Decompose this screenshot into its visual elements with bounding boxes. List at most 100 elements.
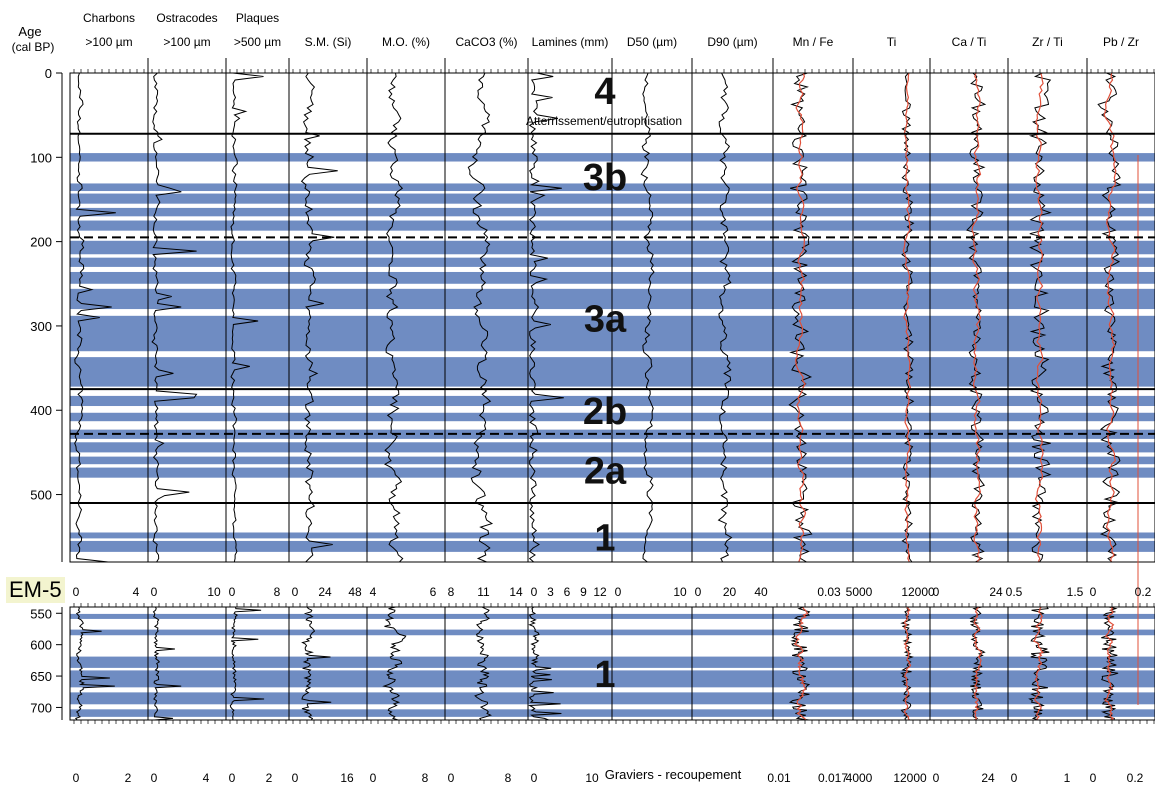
zone-label: 4 (594, 71, 615, 113)
curve-11 (966, 72, 987, 563)
column-header-line2: Lamines (mm) (532, 35, 609, 49)
zone-label: 2a (584, 450, 627, 492)
smooth-curve-9 (795, 72, 807, 563)
upper-tick-label: 4 (370, 585, 377, 599)
upper-tick-label: 24 (989, 585, 1003, 599)
upper-tick-label: 0 (1090, 585, 1097, 599)
smooth-curve-13 (1104, 606, 1115, 721)
bottom-note: Graviers - recoupement (605, 767, 742, 782)
smooth-curve-11 (971, 72, 982, 563)
upper-tick-label: 24 (318, 585, 332, 599)
column-header-line2: Mn / Fe (793, 35, 834, 49)
lower-tick-label: 0 (73, 771, 80, 785)
upper-tick-label: 10 (673, 585, 687, 599)
curve-4 (382, 606, 407, 721)
column-header-line2: Pb / Zr (1103, 35, 1139, 49)
smooth-curve-13 (1103, 72, 1117, 563)
smooth-curve-11 (973, 606, 983, 721)
smooth-curve-10 (902, 72, 912, 563)
upper-tick-label: 0 (151, 585, 158, 599)
column-headers: Charbons >100 µm Ostracodes >100 µm Plaques >… (83, 11, 1139, 49)
lower-tick-label: 24 (981, 771, 995, 785)
curve-6 (528, 72, 564, 563)
zone-label: 3b (583, 157, 627, 199)
curve-13 (1101, 606, 1119, 721)
curve-1 (151, 72, 198, 563)
zone-label: 1 (594, 518, 615, 560)
upper-tick-label: 48 (348, 585, 362, 599)
lower-tick-label: 4000 (846, 771, 873, 785)
upper-tick-label: 0.2 (1135, 585, 1152, 599)
curve-6 (527, 606, 562, 721)
upper-tick-label: 5000 (846, 585, 873, 599)
upper-tick-label: 40 (754, 585, 768, 599)
smooth-curve-10 (903, 606, 912, 721)
age-tick-label: 650 (30, 669, 52, 684)
column-header-line2: CaCO3 (%) (455, 35, 517, 49)
lower-tick-label: 0 (229, 771, 236, 785)
upper-tick-label: 12 (593, 585, 607, 599)
age-axis: 0 100 200 300 400 500 550 600 650 700 (30, 66, 63, 720)
lower-tick-label: 4 (203, 771, 210, 785)
column-header-line2: D50 (µm) (627, 35, 677, 49)
upper-tick-label: 8 (448, 585, 455, 599)
column-header-line2: D90 (µm) (707, 35, 757, 49)
curve-5 (467, 72, 494, 563)
smooth-curve-12 (1032, 606, 1044, 721)
upper-tick-label: 0 (933, 585, 940, 599)
column-header-line2: Zr / Ti (1032, 35, 1063, 49)
curve-10 (901, 72, 915, 563)
age-axis-label-1: Age (18, 24, 41, 39)
lower-tick-label: 10 (585, 771, 599, 785)
lower-tick-label: 0 (151, 771, 158, 785)
curve-3 (300, 72, 338, 563)
curve-10 (900, 606, 914, 721)
upper-tick-label: 9 (580, 585, 587, 599)
zone-label: 1 (594, 654, 615, 696)
curve-0 (74, 72, 116, 563)
lower-tick-label: 1 (1064, 771, 1071, 785)
curve-0 (74, 606, 115, 721)
age-tick-label: 600 (30, 638, 52, 653)
zone-labels: 4 3b 3a 2b 2a 1 1 (583, 71, 627, 696)
column-header-line1: Plaques (236, 11, 279, 25)
column-header-line2: S.M. (Si) (305, 35, 352, 49)
upper-tick-label: 12000 (901, 585, 935, 599)
column-header-line2: Ti (887, 35, 897, 49)
upper-tick-label: 0.5 (1006, 585, 1023, 599)
zone-label: 3a (584, 299, 627, 341)
age-tick-label: 0 (45, 66, 52, 81)
upper-tick-label: 20 (723, 585, 737, 599)
curve-2 (230, 72, 264, 563)
curve-1 (152, 606, 182, 721)
column-header-line1: Charbons (83, 11, 135, 25)
upper-tick-label: 11 (477, 585, 490, 599)
lower-tick-label: 0 (292, 771, 299, 785)
lower-tick-label: 2 (125, 771, 132, 785)
upper-tick-label: 14 (509, 585, 523, 599)
lower-tick-label: 0 (933, 771, 940, 785)
lower-tick-label: 0.01 (767, 771, 791, 785)
lower-tick-label: 2 (266, 771, 273, 785)
upper-tick-label: 0.03 (817, 585, 841, 599)
upper-tick-label: 1.5 (1067, 585, 1084, 599)
smooth-curve-12 (1034, 72, 1044, 563)
curve-3 (301, 606, 332, 721)
zone-label: 2b (583, 391, 627, 433)
upper-tick-label: 4 (133, 585, 140, 599)
column-header-line1: Ostracodes (156, 11, 217, 25)
smooth-curve-9 (793, 606, 809, 721)
upper-tick-label: 6 (564, 585, 571, 599)
annotation-eutrophisation: Atterrissement/eutrophisation (526, 114, 682, 128)
curve-11 (969, 606, 986, 721)
lower-tick-label: 0 (1090, 771, 1097, 785)
lower-tick-label: 12000 (893, 771, 927, 785)
age-tick-label: 200 (30, 235, 52, 250)
upper-tick-label: 0 (615, 585, 622, 599)
age-axis-label-2: (cal BP) (12, 40, 55, 54)
column-ticks: 0 40 20 100 40 80 20 24 480 164 60 88 11 140 80 3 6 9 120 1… (73, 69, 1155, 785)
column-header-line2: Ca / Ti (952, 35, 987, 49)
curve-8 (717, 72, 733, 563)
age-tick-label: 300 (30, 319, 52, 334)
